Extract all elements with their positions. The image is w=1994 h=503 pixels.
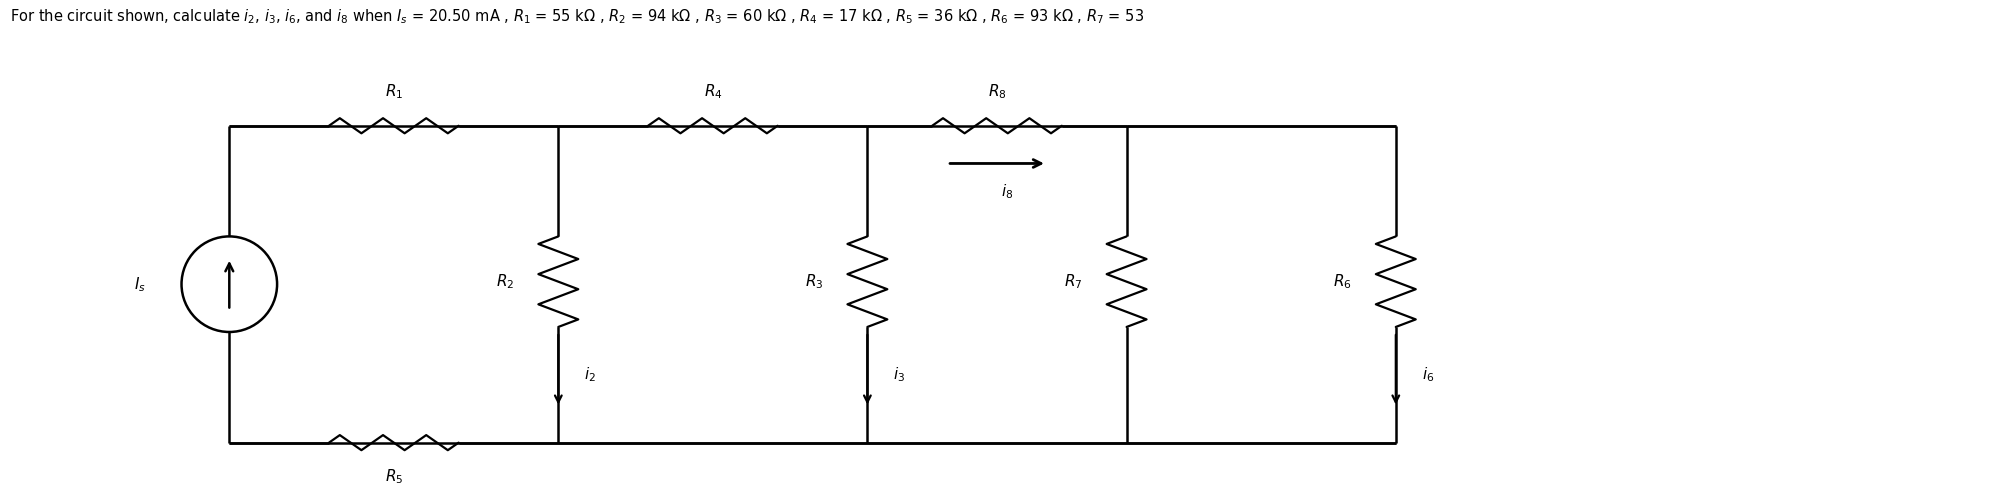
Text: $I_s$: $I_s$ bbox=[134, 275, 146, 294]
Text: For the circuit shown, calculate $i_2$, $i_3$, $i_6$, and $i_8$ when $I_s$ = 20.: For the circuit shown, calculate $i_2$, … bbox=[10, 8, 1145, 26]
Text: $R_6$: $R_6$ bbox=[1334, 272, 1352, 291]
Text: $R_3$: $R_3$ bbox=[806, 272, 824, 291]
Text: $R_7$: $R_7$ bbox=[1065, 272, 1083, 291]
Text: $R_4$: $R_4$ bbox=[704, 82, 722, 101]
Text: $R_2$: $R_2$ bbox=[497, 272, 514, 291]
Text: $i_6$: $i_6$ bbox=[1422, 365, 1434, 384]
Text: $i_8$: $i_8$ bbox=[1001, 183, 1013, 201]
Text: $R_5$: $R_5$ bbox=[385, 468, 403, 486]
Text: $R_8$: $R_8$ bbox=[987, 82, 1007, 101]
Text: $i_2$: $i_2$ bbox=[584, 365, 596, 384]
Text: $R_1$: $R_1$ bbox=[385, 82, 403, 101]
Text: $i_3$: $i_3$ bbox=[893, 365, 905, 384]
